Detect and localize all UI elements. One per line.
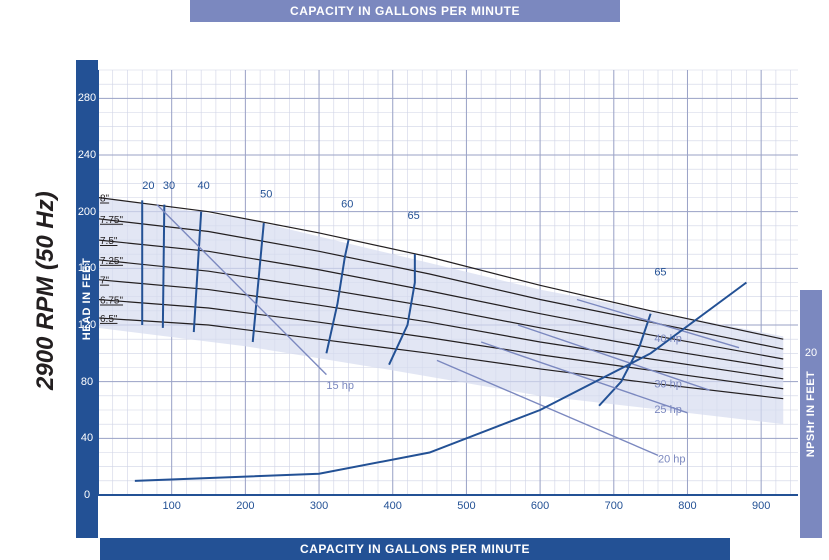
x-tick: 900 xyxy=(752,500,770,512)
y-axis-right-bar: NPSHr IN FEET xyxy=(800,290,822,538)
x-tick: 100 xyxy=(163,500,181,512)
x-tick: 300 xyxy=(310,500,328,512)
y-tick-right: 40 xyxy=(800,206,822,218)
y-tick: 200 xyxy=(76,206,98,218)
hp-label: 30 hp xyxy=(654,378,682,390)
impeller-label: 6.5" xyxy=(100,314,118,325)
efficiency-label: 40 xyxy=(197,180,209,192)
impeller-label: 7.75" xyxy=(100,215,123,226)
pump-curve-chart: 8" 7.75" 7.5" 7.25" 7" 6.75" 6.5" 20 30 40 50 60 65 6… xyxy=(98,60,798,520)
rpm-label: 2900 RPM (50 Hz) xyxy=(32,191,60,390)
y-tick: 160 xyxy=(76,262,98,274)
x-tick: 800 xyxy=(678,500,696,512)
efficiency-label: 20 xyxy=(142,180,154,192)
efficiency-label: 30 xyxy=(163,180,175,192)
header-bar: CAPACITY IN GALLONS PER MINUTE xyxy=(190,0,620,22)
y-tick: 280 xyxy=(76,92,98,104)
x-tick: 500 xyxy=(457,500,475,512)
y-tick: 40 xyxy=(76,432,98,444)
x-tick: 400 xyxy=(384,500,402,512)
y-axis-bar: HEAD IN FEET xyxy=(76,60,98,538)
y-tick: 240 xyxy=(76,149,98,161)
y-tick: 0 xyxy=(76,489,98,501)
footer-title: CAPACITY IN GALLONS PER MINUTE xyxy=(300,542,530,556)
efficiency-label: 60 xyxy=(341,198,353,210)
hp-label: 25 hp xyxy=(654,404,682,416)
y-tick-right: 20 xyxy=(800,347,822,359)
efficiency-label: 65 xyxy=(654,266,666,278)
hp-label: 40 hp xyxy=(654,333,682,345)
y-axis-right-label: NPSHr IN FEET xyxy=(805,371,817,458)
hp-label: 20 hp xyxy=(658,453,686,465)
hp-label: 15 hp xyxy=(326,380,354,392)
impeller-label: 7" xyxy=(100,276,110,287)
y-tick: 120 xyxy=(76,319,98,331)
footer-bar: CAPACITY IN GALLONS PER MINUTE xyxy=(100,538,730,560)
efficiency-label: 65 xyxy=(407,210,419,222)
impeller-label: 7.25" xyxy=(100,256,123,267)
impeller-label: 8" xyxy=(100,194,110,205)
impeller-label: 6.75" xyxy=(100,296,123,307)
x-tick: 200 xyxy=(236,500,254,512)
impeller-label: 7.5" xyxy=(100,236,118,247)
header-title: CAPACITY IN GALLONS PER MINUTE xyxy=(290,4,520,18)
efficiency-label: 50 xyxy=(260,189,272,201)
y-tick: 80 xyxy=(76,376,98,388)
x-tick: 700 xyxy=(605,500,623,512)
x-tick: 600 xyxy=(531,500,549,512)
